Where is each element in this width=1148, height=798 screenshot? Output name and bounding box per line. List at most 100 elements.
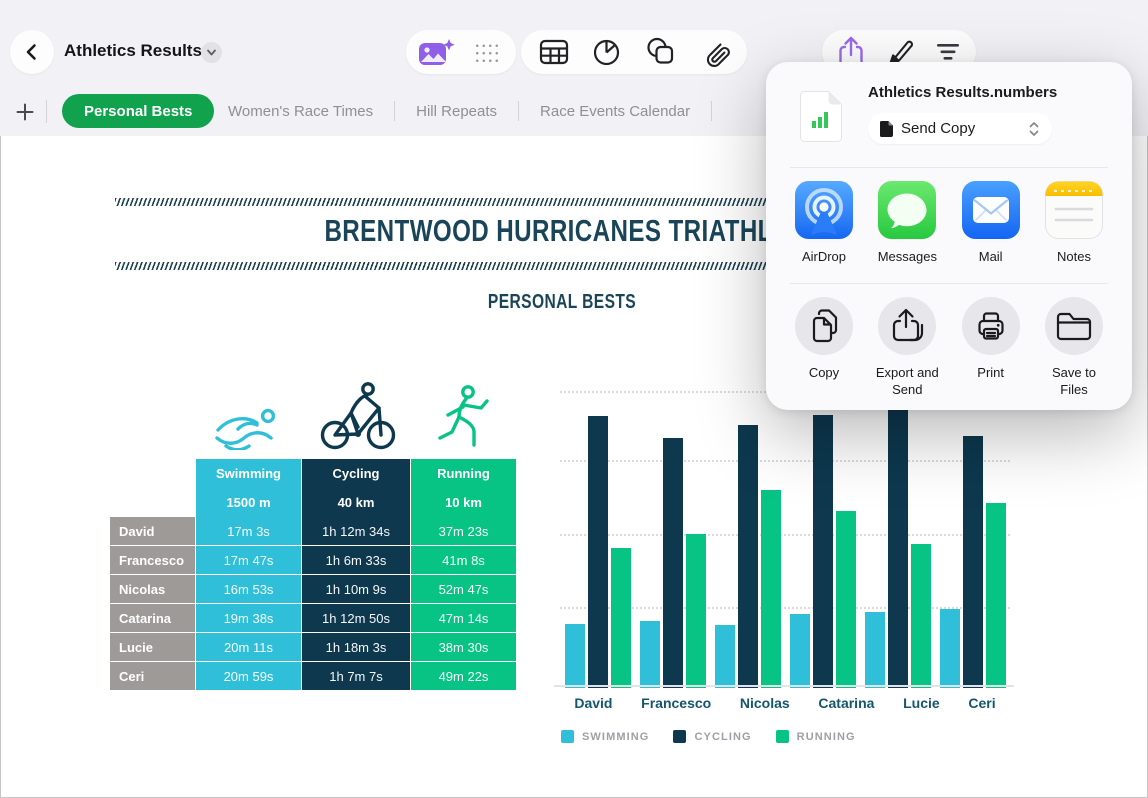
grid-options-button[interactable] bbox=[466, 32, 506, 72]
messages-icon bbox=[878, 181, 937, 239]
time-cell[interactable]: 47m 14s bbox=[411, 604, 516, 632]
time-cell[interactable]: 1h 7m 7s bbox=[302, 662, 410, 690]
tab-women-s-race-times[interactable]: Women's Race Times bbox=[228, 102, 374, 120]
row-header-david[interactable]: David bbox=[110, 517, 195, 545]
share-app-airdrop[interactable]: AirDrop bbox=[792, 181, 856, 265]
swimmer-icon[interactable] bbox=[210, 408, 280, 450]
column-distance-swimming[interactable]: 1500 m bbox=[196, 488, 301, 517]
printer-icon bbox=[961, 297, 1020, 355]
sheet-subtitle[interactable]: PERSONAL BESTS bbox=[487, 291, 636, 313]
send-option-selector[interactable]: Send Copy bbox=[868, 113, 1052, 144]
paintbrush-icon bbox=[883, 36, 915, 68]
more-options-button[interactable] bbox=[928, 32, 968, 72]
time-cell[interactable]: 41m 8s bbox=[411, 546, 516, 574]
legend-swatch bbox=[775, 730, 789, 743]
insert-table-button[interactable] bbox=[534, 32, 574, 72]
legend-item-swimming: SWIMMING bbox=[561, 730, 649, 743]
bar-swimming-francesco bbox=[639, 621, 660, 688]
share-app-mail[interactable]: Mail bbox=[959, 181, 1023, 265]
column-distance-running[interactable]: 10 km bbox=[411, 488, 516, 517]
folder-icon bbox=[1044, 297, 1103, 355]
back-button[interactable] bbox=[10, 30, 54, 74]
document-title-menu-button[interactable] bbox=[201, 42, 222, 63]
shapes-icon bbox=[643, 34, 679, 70]
bar-swimming-ceri bbox=[939, 609, 960, 688]
tab-personal-bests[interactable]: Personal Bests bbox=[62, 94, 215, 128]
chart-gridline bbox=[560, 459, 1010, 462]
table-corner-cell bbox=[110, 459, 195, 488]
copy-icon bbox=[795, 297, 853, 355]
time-cell[interactable]: 20m 11s bbox=[196, 633, 301, 661]
time-cell[interactable]: 37m 23s bbox=[411, 517, 516, 545]
insert-attachment-button[interactable] bbox=[694, 32, 734, 72]
row-header-ceri[interactable]: Ceri bbox=[110, 662, 195, 690]
chart-gridline bbox=[560, 533, 1010, 536]
personal-bests-table[interactable]: Swimming Cycling Running 1500 m 40 km 10 km Da… bbox=[110, 459, 516, 690]
time-cell[interactable]: 1h 18m 3s bbox=[302, 633, 410, 661]
chart-category-labels: David Francesco Nicolas Catarina Lucie Ceri bbox=[560, 695, 1010, 711]
action-print[interactable]: Print bbox=[959, 297, 1023, 398]
lines-menu-icon bbox=[934, 43, 962, 61]
action-export-and-send[interactable]: Export and Send bbox=[875, 297, 939, 398]
time-cell[interactable]: 52m 47s bbox=[411, 575, 516, 603]
share-app-notes[interactable]: Notes bbox=[1042, 181, 1106, 265]
time-cell[interactable]: 1h 6m 33s bbox=[302, 546, 410, 574]
legend-swatch bbox=[561, 730, 574, 743]
sheet-title[interactable]: BRENTWOOD HURRICANES TRIATHLON bbox=[324, 213, 811, 248]
time-cell[interactable]: 1h 12m 34s bbox=[302, 517, 410, 545]
bar-swimming-lucie bbox=[864, 612, 885, 688]
bar-swimming-catarina bbox=[789, 614, 810, 688]
plus-icon bbox=[15, 102, 35, 122]
bar-group-lucie bbox=[864, 393, 931, 688]
time-cell[interactable]: 16m 53s bbox=[196, 575, 301, 603]
bar-cycling-lucie bbox=[887, 395, 908, 688]
bar-running-lucie bbox=[910, 543, 931, 688]
cyclist-icon[interactable] bbox=[320, 381, 396, 451]
row-header-nicolas[interactable]: Nicolas bbox=[110, 575, 195, 603]
insert-shape-button[interactable] bbox=[641, 32, 681, 72]
action-label: Print bbox=[977, 365, 1005, 380]
insert-photo-button[interactable] bbox=[416, 32, 456, 72]
share-app-messages[interactable]: Messages bbox=[875, 181, 939, 265]
decorative-hatch-line-bottom bbox=[115, 262, 1040, 270]
share-app-label: AirDrop bbox=[801, 249, 847, 264]
tab-hill-repeats[interactable]: Hill Repeats bbox=[416, 102, 498, 120]
column-distance-cycling[interactable]: 40 km bbox=[302, 488, 410, 517]
time-cell[interactable]: 1h 10m 9s bbox=[302, 575, 410, 603]
pie-chart-icon bbox=[589, 34, 625, 70]
tab-divider bbox=[711, 101, 713, 121]
chart-baseline bbox=[554, 685, 1014, 687]
runner-icon[interactable] bbox=[436, 385, 490, 451]
time-cell[interactable]: 17m 3s bbox=[196, 517, 301, 545]
bar-cycling-francesco bbox=[662, 438, 683, 688]
row-header-catarina[interactable]: Catarina bbox=[110, 604, 195, 632]
table-icon bbox=[536, 34, 572, 70]
column-header-cycling[interactable]: Cycling bbox=[302, 459, 410, 488]
tab-race-events-calendar[interactable]: Race Events Calendar bbox=[540, 102, 691, 120]
time-cell[interactable]: 49m 22s bbox=[411, 662, 516, 690]
column-header-running[interactable]: Running bbox=[411, 459, 516, 488]
bar-group-david bbox=[564, 393, 631, 688]
row-header-francesco[interactable]: Francesco bbox=[110, 546, 195, 574]
action-label: Export and Send bbox=[875, 365, 939, 397]
decorative-hatch-line-top bbox=[115, 198, 1040, 206]
time-cell[interactable]: 1h 12m 50s bbox=[302, 604, 410, 632]
category-label: Francesco bbox=[641, 695, 712, 711]
numbers-file-icon bbox=[800, 90, 842, 142]
row-header-lucie[interactable]: Lucie bbox=[110, 633, 195, 661]
time-cell[interactable]: 38m 30s bbox=[411, 633, 516, 661]
add-sheet-button[interactable] bbox=[12, 99, 38, 125]
action-save-to-files[interactable]: Save to Files bbox=[1042, 297, 1106, 398]
time-cell[interactable]: 19m 38s bbox=[196, 604, 301, 632]
time-cell[interactable]: 20m 59s bbox=[196, 662, 301, 690]
column-header-swimming[interactable]: Swimming bbox=[196, 459, 301, 488]
time-cell[interactable]: 17m 47s bbox=[196, 546, 301, 574]
format-button[interactable] bbox=[879, 32, 919, 72]
results-bar-chart[interactable] bbox=[560, 391, 1010, 688]
bar-cycling-nicolas bbox=[737, 424, 758, 688]
document-title: Athletics Results bbox=[64, 41, 202, 60]
insert-chart-button[interactable] bbox=[587, 32, 627, 72]
action-copy[interactable]: Copy bbox=[792, 297, 856, 398]
popover-divider bbox=[790, 167, 1108, 168]
